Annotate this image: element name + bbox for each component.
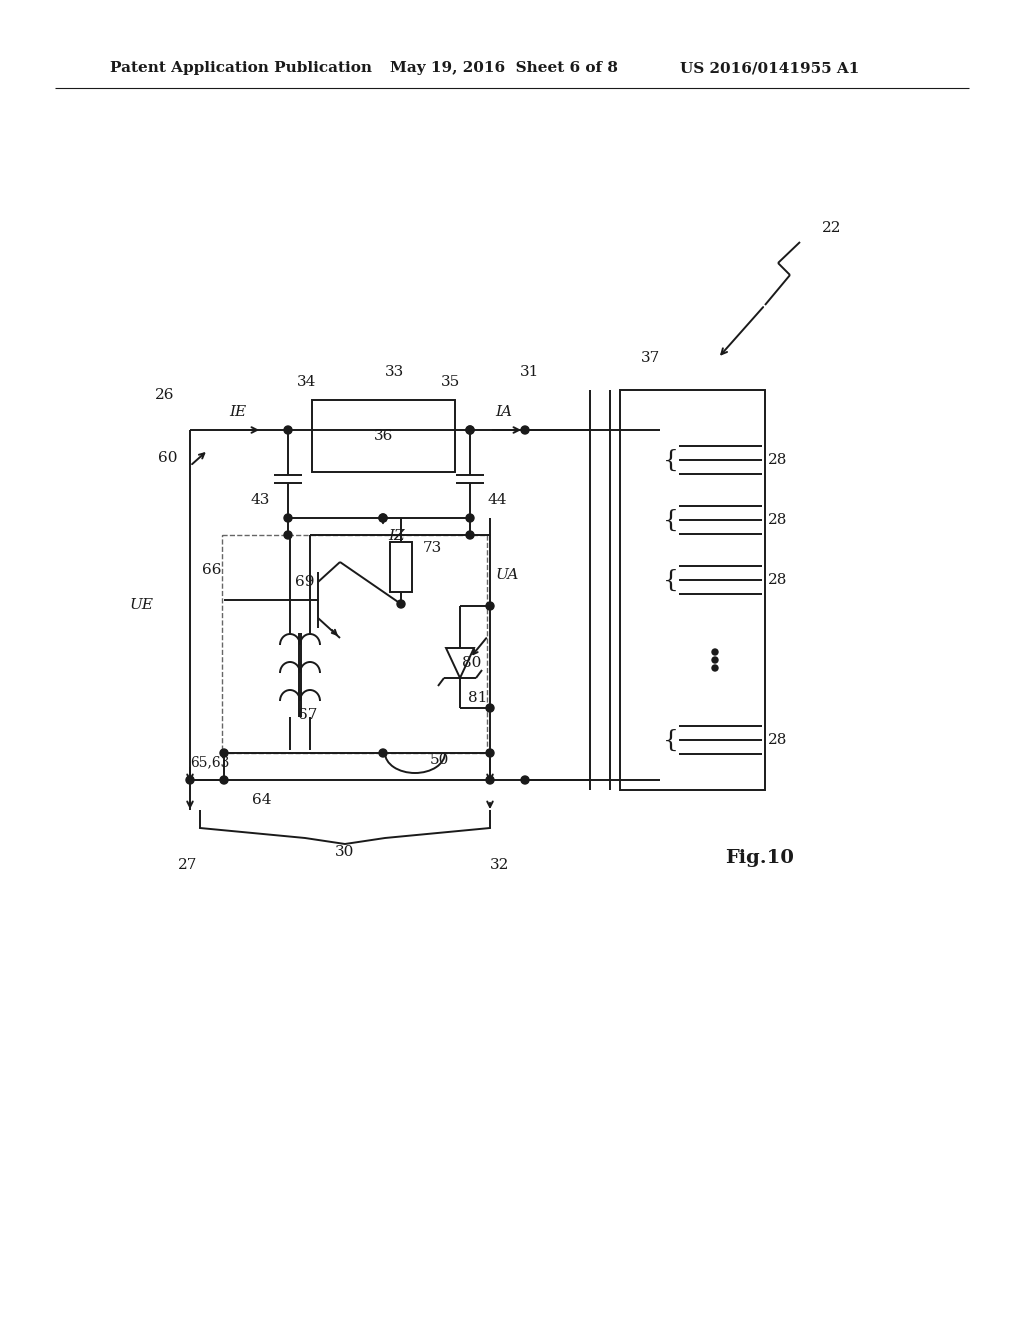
Text: 50: 50	[430, 752, 450, 767]
Circle shape	[486, 776, 494, 784]
Circle shape	[379, 513, 387, 521]
Text: {: {	[664, 449, 679, 471]
Circle shape	[466, 531, 474, 539]
Text: 43: 43	[250, 492, 269, 507]
Text: IE: IE	[229, 405, 247, 418]
Text: US 2016/0141955 A1: US 2016/0141955 A1	[680, 61, 859, 75]
Circle shape	[397, 601, 406, 609]
Circle shape	[712, 657, 718, 663]
Circle shape	[486, 602, 494, 610]
Text: 28: 28	[768, 733, 787, 747]
Text: 30: 30	[335, 845, 354, 859]
Text: 37: 37	[640, 351, 659, 366]
Circle shape	[712, 665, 718, 671]
Circle shape	[284, 531, 292, 539]
Circle shape	[379, 748, 387, 756]
Circle shape	[466, 513, 474, 521]
Text: 81: 81	[468, 690, 487, 705]
Text: 65,63: 65,63	[190, 755, 229, 770]
Text: 28: 28	[768, 453, 787, 467]
Circle shape	[712, 649, 718, 655]
Text: 80: 80	[462, 656, 481, 671]
Text: May 19, 2016  Sheet 6 of 8: May 19, 2016 Sheet 6 of 8	[390, 61, 618, 75]
Circle shape	[486, 748, 494, 756]
Text: 34: 34	[297, 375, 316, 389]
Circle shape	[220, 748, 228, 756]
Text: IZ: IZ	[389, 529, 406, 543]
Text: 31: 31	[520, 366, 540, 379]
Text: 60: 60	[159, 451, 178, 465]
Text: {: {	[664, 508, 679, 532]
Text: 67: 67	[298, 708, 317, 722]
Text: 32: 32	[490, 858, 510, 873]
Text: 33: 33	[385, 366, 404, 379]
Circle shape	[486, 704, 494, 711]
Circle shape	[521, 776, 529, 784]
Circle shape	[220, 776, 228, 784]
Text: UA: UA	[496, 568, 519, 582]
Bar	[390, 543, 412, 591]
Text: 35: 35	[440, 375, 460, 389]
Circle shape	[186, 776, 194, 784]
Text: Patent Application Publication: Patent Application Publication	[110, 61, 372, 75]
Text: 44: 44	[487, 492, 507, 507]
Text: 73: 73	[422, 541, 441, 554]
Text: 28: 28	[768, 573, 787, 587]
Text: {: {	[664, 729, 679, 751]
Text: Fig.10: Fig.10	[726, 849, 795, 867]
Bar	[620, 389, 765, 789]
Text: 28: 28	[768, 513, 787, 527]
Bar	[222, 535, 487, 752]
Circle shape	[521, 426, 529, 434]
Text: 69: 69	[295, 576, 314, 589]
Text: {: {	[664, 569, 679, 591]
Text: UE: UE	[130, 598, 154, 612]
Circle shape	[466, 426, 474, 434]
Bar	[312, 400, 455, 473]
Text: 66: 66	[203, 564, 222, 577]
Text: 26: 26	[156, 388, 175, 403]
Circle shape	[379, 513, 387, 521]
Circle shape	[284, 513, 292, 521]
Text: 22: 22	[822, 220, 842, 235]
Text: 64: 64	[252, 793, 271, 807]
Circle shape	[284, 426, 292, 434]
Text: 36: 36	[374, 429, 393, 444]
Circle shape	[466, 426, 474, 434]
Text: 27: 27	[178, 858, 198, 873]
Text: IA: IA	[496, 405, 512, 418]
